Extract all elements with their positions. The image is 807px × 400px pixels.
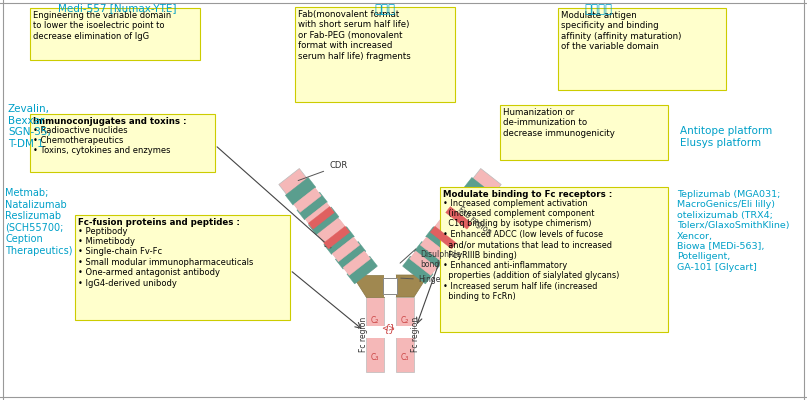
Bar — [366, 297, 384, 372]
Text: Medi-557 [Numax-YTE]: Medi-557 [Numax-YTE] — [58, 3, 177, 13]
Text: • Peptibody
• Mimetibody
• Single-chain Fv-Fc
• Small modular immunopharmaceutic: • Peptibody • Mimetibody • Single-chain … — [78, 227, 253, 288]
Polygon shape — [324, 227, 354, 254]
Text: Hinge: Hinge — [418, 276, 441, 284]
Bar — [396, 297, 414, 372]
Text: C₃: C₃ — [401, 353, 409, 362]
Text: Zevalin,
Bexxar
SGN-35,
T-DM 1: Zevalin, Bexxar SGN-35, T-DM 1 — [8, 104, 51, 149]
Polygon shape — [352, 275, 384, 297]
Bar — [383, 278, 397, 294]
Polygon shape — [305, 203, 332, 227]
Text: 심지아: 심지아 — [374, 3, 395, 16]
Text: Fab(monovalent format
with short serum half life)
or Fab-PEG (monovalent
format : Fab(monovalent format with short serum h… — [298, 10, 411, 61]
Polygon shape — [464, 178, 495, 205]
Text: {}: {} — [384, 323, 396, 333]
Text: Modulate binding to Fc receptors :: Modulate binding to Fc receptors : — [443, 190, 613, 199]
Text: Engineering the variable domain
to lower the isoelectric point to
decrease elimi: Engineering the variable domain to lower… — [33, 11, 171, 41]
Bar — [384, 275, 396, 297]
Text: Disulphide
bond: Disulphide bond — [420, 250, 461, 270]
Polygon shape — [414, 242, 445, 269]
Text: Metmab;
Natalizumab
Reslizumab
(SCH55700;
Ception
Therapeutics): Metmab; Natalizumab Reslizumab (SCH55700… — [5, 188, 73, 256]
Polygon shape — [308, 207, 334, 229]
Text: CDR: CDR — [298, 162, 347, 180]
Polygon shape — [319, 220, 346, 244]
Polygon shape — [430, 226, 456, 249]
Text: C₃: C₃ — [370, 353, 379, 362]
Polygon shape — [396, 275, 428, 297]
FancyBboxPatch shape — [30, 114, 215, 172]
Polygon shape — [458, 188, 486, 212]
Text: Fc region: Fc region — [412, 317, 420, 352]
FancyBboxPatch shape — [440, 187, 668, 332]
FancyBboxPatch shape — [558, 8, 726, 90]
Polygon shape — [404, 168, 501, 283]
Text: 루센티스: 루센티스 — [584, 3, 612, 16]
Polygon shape — [343, 251, 370, 276]
Text: Humanization or
de-immunization to
decrease immunogenicity: Humanization or de-immunization to decre… — [503, 108, 615, 138]
Polygon shape — [434, 220, 462, 244]
Text: Antitope platform
Elusys platform: Antitope platform Elusys platform — [680, 126, 772, 148]
Text: Fc-fusion proteins and peptides :: Fc-fusion proteins and peptides : — [78, 218, 240, 227]
Text: • Radioactive nuclides
• Chemotherapeutics
• Toxins, cytokines and enzymes: • Radioactive nuclides • Chemotherapeuti… — [33, 126, 170, 156]
Polygon shape — [445, 207, 471, 229]
Text: C₂: C₂ — [401, 316, 409, 325]
Text: C₂: C₂ — [370, 316, 379, 325]
FancyBboxPatch shape — [75, 215, 290, 320]
Text: Teplizumab (MGA031;
MacroGenics/Eli lilly)
otelixizumab (TRX4;
Tolerx/GlaxoSmith: Teplizumab (MGA031; MacroGenics/Eli lill… — [677, 190, 789, 272]
FancyBboxPatch shape — [295, 7, 455, 102]
Polygon shape — [409, 251, 437, 276]
Polygon shape — [297, 192, 328, 220]
Polygon shape — [420, 237, 448, 262]
Polygon shape — [336, 242, 366, 269]
Polygon shape — [332, 237, 360, 262]
Bar — [366, 326, 414, 338]
Polygon shape — [403, 256, 433, 284]
FancyBboxPatch shape — [30, 8, 200, 60]
Text: • Increased complement activation
  (increased complement component
  C1q bindin: • Increased complement activation (incre… — [443, 199, 620, 301]
Polygon shape — [286, 178, 316, 205]
Text: Fc region: Fc region — [359, 317, 369, 352]
Polygon shape — [441, 207, 471, 235]
Text: Modulate antigen
specificity and binding
affinity (affinity maturation)
of the v: Modulate antigen specificity and binding… — [561, 11, 681, 51]
Polygon shape — [447, 203, 475, 227]
Polygon shape — [278, 168, 376, 283]
Polygon shape — [324, 226, 349, 249]
Text: Immunoconjugates and toxins :: Immunoconjugates and toxins : — [33, 117, 186, 126]
Polygon shape — [308, 207, 339, 235]
Text: <>: <> — [381, 324, 395, 332]
Polygon shape — [453, 192, 483, 220]
Polygon shape — [294, 188, 321, 212]
Polygon shape — [347, 256, 378, 284]
FancyBboxPatch shape — [500, 105, 668, 160]
Polygon shape — [425, 227, 456, 254]
Text: Fab region: Fab region — [456, 205, 493, 237]
